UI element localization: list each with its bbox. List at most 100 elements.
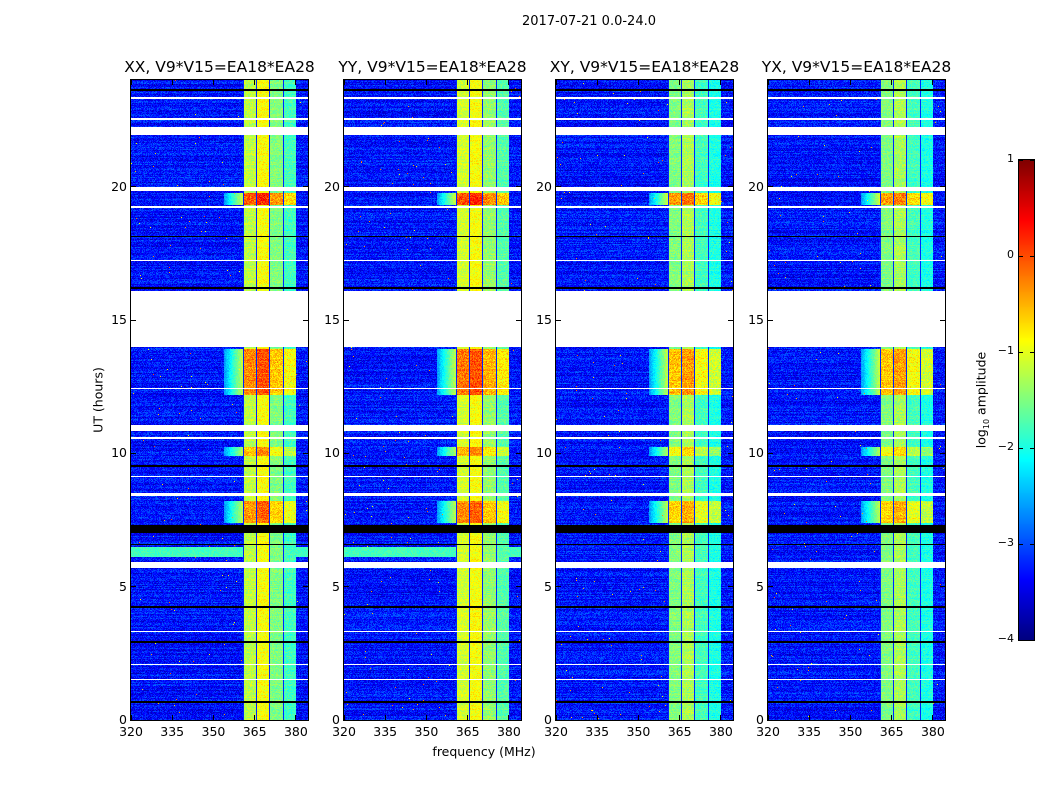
y-tick-mark xyxy=(516,319,521,321)
x-tick-mark xyxy=(637,715,639,720)
x-tick-mark xyxy=(555,80,557,85)
colorbar-gradient xyxy=(1019,160,1034,640)
panel-title: YY, V9*V15=EA18*EA28 xyxy=(338,58,527,76)
panel-title: XY, V9*V15=EA18*EA28 xyxy=(549,58,740,76)
x-tick-label: 380 xyxy=(708,724,733,739)
colorbar-tick-label: −4 xyxy=(997,632,1014,645)
x-tick-mark xyxy=(212,80,214,85)
heatmap-image xyxy=(768,80,945,720)
y-tick-mark xyxy=(556,719,561,721)
y-tick-mark xyxy=(131,452,136,454)
colorbar-tick-mark xyxy=(1030,255,1034,257)
colorbar-tick-mark xyxy=(1030,639,1034,641)
x-tick-mark xyxy=(343,715,345,720)
x-tick-mark xyxy=(295,80,297,85)
x-tick-mark xyxy=(596,715,598,720)
y-tick-mark xyxy=(940,319,945,321)
x-tick-mark xyxy=(171,715,173,720)
y-tick-label: 5 xyxy=(544,578,552,594)
y-tick-label: 10 xyxy=(324,445,340,461)
x-tick-label: 350 xyxy=(838,724,863,739)
x-tick-mark xyxy=(467,715,469,720)
colorbar-tick-mark xyxy=(1019,639,1023,641)
colorbar-tick-label: 1 xyxy=(1007,152,1014,165)
x-tick-mark xyxy=(891,80,893,85)
y-tick-mark xyxy=(728,186,733,188)
y-tick-label: 10 xyxy=(748,445,764,461)
colorbar xyxy=(1018,159,1035,641)
x-tick-mark xyxy=(212,715,214,720)
x-tick-label: 320 xyxy=(332,724,356,739)
x-tick-label: 365 xyxy=(667,724,692,739)
y-tick-mark xyxy=(728,452,733,454)
y-tick-mark xyxy=(940,452,945,454)
x-tick-label: 365 xyxy=(879,724,904,739)
colorbar-tick-label: −1 xyxy=(997,344,1014,357)
y-tick-label: 0 xyxy=(332,712,340,727)
x-tick-mark xyxy=(849,715,851,720)
x-tick-label: 380 xyxy=(283,724,308,739)
colorbar-tick-mark xyxy=(1019,351,1023,353)
x-tick-label: 335 xyxy=(160,724,185,739)
y-tick-mark xyxy=(728,719,733,721)
x-tick-label: 320 xyxy=(119,724,143,739)
x-tick-mark xyxy=(425,715,427,720)
y-tick-mark xyxy=(303,719,308,721)
y-tick-mark xyxy=(556,586,561,588)
y-tick-label: 15 xyxy=(111,312,127,327)
x-tick-mark xyxy=(679,80,681,85)
y-tick-mark xyxy=(768,186,773,188)
y-tick-mark xyxy=(303,319,308,321)
y-tick-mark xyxy=(556,186,561,188)
y-tick-label: 20 xyxy=(748,178,764,194)
colorbar-tick-mark xyxy=(1019,255,1023,257)
x-tick-mark xyxy=(384,715,386,720)
y-tick-mark xyxy=(556,452,561,454)
x-tick-mark xyxy=(808,80,810,85)
x-tick-mark xyxy=(508,80,510,85)
y-tick-mark xyxy=(516,186,521,188)
colorbar-tick-mark xyxy=(1030,159,1034,161)
x-tick-mark xyxy=(932,715,934,720)
colorbar-tick-label: −3 xyxy=(997,536,1014,549)
x-tick-mark xyxy=(343,80,345,85)
x-tick-label: 365 xyxy=(455,724,480,739)
heatmap-panel xyxy=(343,79,522,721)
y-tick-mark xyxy=(940,186,945,188)
y-tick-mark xyxy=(131,719,136,721)
figure-title: 2017-07-21 0.0-24.0 xyxy=(522,14,656,29)
colorbar-tick-mark xyxy=(1019,447,1023,449)
y-tick-mark xyxy=(344,586,349,588)
x-tick-mark xyxy=(596,80,598,85)
colorbar-tick-mark xyxy=(1030,447,1034,449)
y-tick-label: 20 xyxy=(324,178,340,194)
x-tick-mark xyxy=(849,80,851,85)
y-tick-mark xyxy=(516,719,521,721)
x-tick-mark xyxy=(555,715,557,720)
x-tick-label: 335 xyxy=(585,724,610,739)
x-tick-label: 320 xyxy=(544,724,568,739)
x-tick-mark xyxy=(467,80,469,85)
heatmap-panel xyxy=(555,79,734,721)
x-tick-mark xyxy=(720,80,722,85)
y-tick-label: 5 xyxy=(119,578,127,594)
x-tick-mark xyxy=(932,80,934,85)
colorbar-label-rest: amplitude xyxy=(973,351,989,419)
colorbar-tick-label: 0 xyxy=(1007,248,1014,261)
x-axis-label: frequency (MHz) xyxy=(432,744,536,759)
y-tick-mark xyxy=(344,186,349,188)
x-tick-mark xyxy=(295,715,297,720)
x-tick-label: 365 xyxy=(242,724,267,739)
heatmap-panel xyxy=(767,79,946,721)
colorbar-label: log10 amplitude xyxy=(973,352,991,448)
y-tick-mark xyxy=(131,586,136,588)
y-tick-label: 15 xyxy=(536,312,552,327)
x-tick-mark xyxy=(767,715,769,720)
x-tick-mark xyxy=(679,715,681,720)
y-tick-mark xyxy=(768,719,773,721)
y-tick-mark xyxy=(728,319,733,321)
y-tick-mark xyxy=(768,319,773,321)
x-tick-label: 380 xyxy=(920,724,945,739)
colorbar-tick-mark xyxy=(1019,543,1023,545)
heatmap-image xyxy=(131,80,308,720)
